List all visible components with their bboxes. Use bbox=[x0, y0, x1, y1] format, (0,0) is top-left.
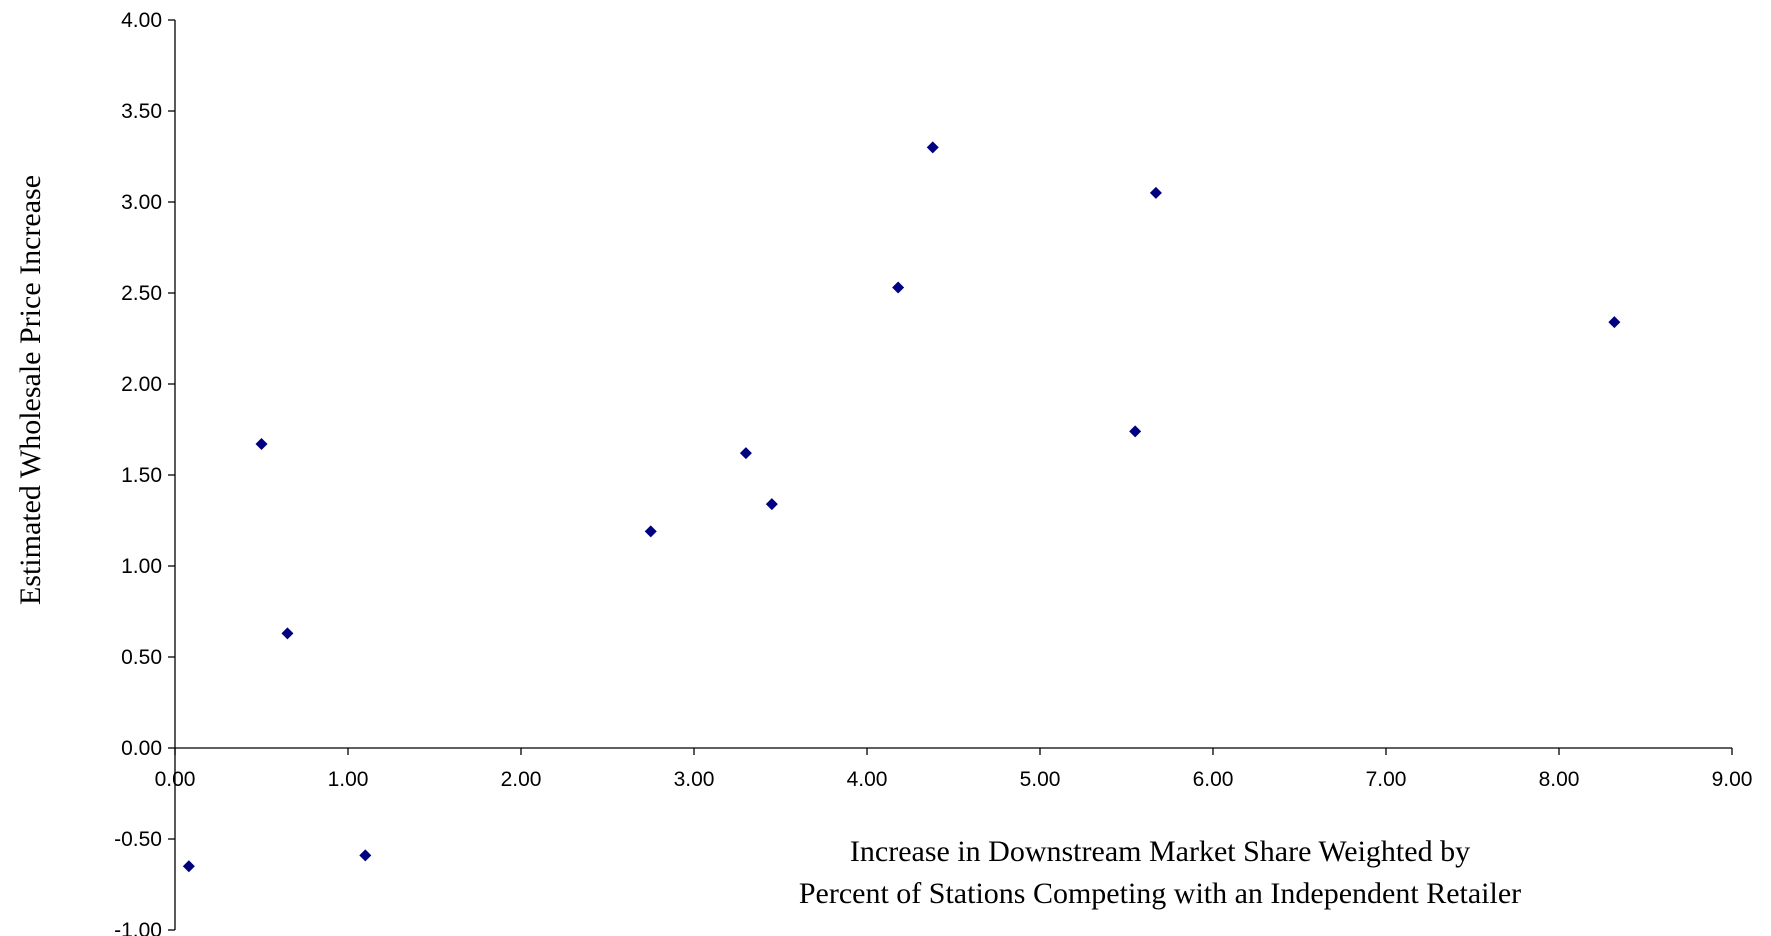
data-point-9 bbox=[926, 141, 939, 154]
data-point-6 bbox=[739, 447, 752, 460]
x-axis: 0.00 1.00 2.00 3.00 4.00 5.00 6.00 7.00 8.00 9.00 bbox=[155, 747, 1753, 791]
y-tick-label: 0.50 bbox=[121, 646, 162, 669]
data-point-8 bbox=[892, 281, 905, 294]
y-tick-label: 2.00 bbox=[121, 373, 162, 396]
data-point-10 bbox=[1129, 425, 1142, 438]
y-axis: -1.00 -0.50 0.00 0.50 1.00 1.50 2.00 2.50 3.00 3.… bbox=[114, 9, 176, 936]
x-tick-label: 7.00 bbox=[1366, 768, 1407, 791]
y-tick-label: -1.00 bbox=[114, 919, 162, 936]
data-point-3 bbox=[281, 627, 294, 640]
data-point-5 bbox=[644, 525, 657, 538]
data-point-12 bbox=[1608, 316, 1621, 329]
data-point-2 bbox=[255, 438, 268, 451]
y-tick-label: 1.50 bbox=[121, 464, 162, 487]
y-tick-label: 0.00 bbox=[121, 737, 162, 760]
y-axis-title: Estimated Wholesale Price Increase bbox=[14, 175, 47, 605]
data-point-7 bbox=[765, 498, 778, 511]
x-tick-label: 1.00 bbox=[328, 768, 369, 791]
x-tick-label: 6.00 bbox=[1193, 768, 1234, 791]
y-tick-label: 3.00 bbox=[121, 191, 162, 214]
data-point-4 bbox=[359, 849, 372, 862]
x-tick-label: 4.00 bbox=[847, 768, 888, 791]
x-tick-label: 9.00 bbox=[1712, 768, 1753, 791]
x-tick-label: 0.00 bbox=[155, 768, 196, 791]
y-tick-label: -0.50 bbox=[114, 828, 162, 851]
y-tick-label: 3.50 bbox=[121, 100, 162, 123]
x-axis-title-line-2: Percent of Stations Competing with an In… bbox=[799, 877, 1521, 910]
y-tick-label: 4.00 bbox=[121, 9, 162, 32]
data-point-1 bbox=[182, 860, 195, 873]
data-points bbox=[182, 141, 1621, 873]
x-axis-title-line-1: Increase in Downstream Market Share Weig… bbox=[850, 835, 1470, 868]
x-tick-label: 2.00 bbox=[501, 768, 542, 791]
y-tick-label: 1.00 bbox=[121, 555, 162, 578]
x-tick-label: 5.00 bbox=[1020, 768, 1061, 791]
data-point-11 bbox=[1149, 186, 1162, 199]
y-tick-label: 2.50 bbox=[121, 282, 162, 305]
x-tick-label: 8.00 bbox=[1539, 768, 1580, 791]
x-tick-label: 3.00 bbox=[674, 768, 715, 791]
